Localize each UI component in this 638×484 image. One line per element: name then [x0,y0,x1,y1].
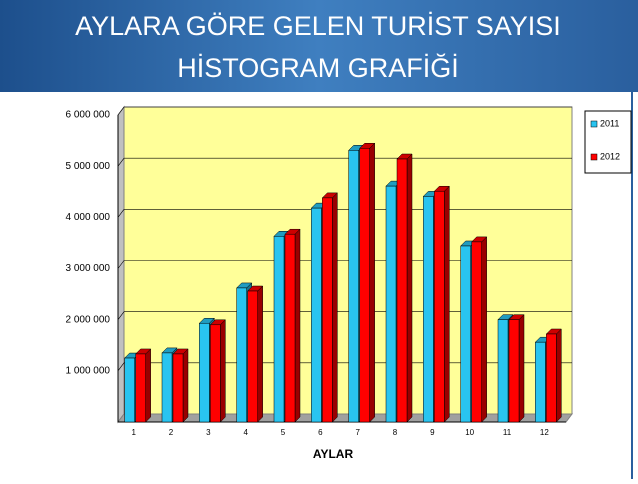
legend-swatch [590,120,598,128]
x-tick-label: 11 [503,428,512,437]
bar [236,287,247,423]
bar [434,190,445,423]
grid-line [117,209,125,218]
bar [199,322,210,423]
grid-line [117,157,125,167]
x-tick-label: 10 [465,428,474,437]
bar [508,319,520,423]
grid-line [117,260,125,269]
x-tick-label: 3 [206,428,211,437]
bar [423,196,434,423]
bar [247,290,258,423]
bar [135,353,146,423]
bar-side [257,285,263,423]
legend-swatch [590,153,598,161]
bar [396,158,408,423]
bar-side [481,236,487,423]
x-tick-label: 2 [169,428,174,437]
y-tick-label: 3 000 000 [66,263,111,274]
bar [535,341,546,423]
grid-line [117,362,125,372]
bar [348,150,359,423]
bar-side [294,228,301,423]
bar [210,324,221,423]
x-tick-label: 6 [318,428,323,437]
y-tick-label: 6 000 000 [66,110,111,121]
grid-line [117,106,125,116]
bar [124,357,135,423]
bar [161,352,173,423]
x-tick-label: 1 [131,428,136,437]
bar [385,185,397,423]
bar [471,241,482,423]
x-tick-label: 7 [355,428,360,437]
y-tick-label: 1 000 000 [66,365,111,376]
title-banner [0,0,638,92]
x-tick-label: 8 [393,428,398,437]
x-tick-label: 12 [540,428,549,437]
x-tick-label: 9 [430,428,435,437]
x-axis-label: AYLAR [313,447,354,461]
bar [273,236,285,423]
bar-side [182,348,189,423]
y-tick-label: 2 000 000 [66,314,111,325]
bar [497,319,509,423]
x-tick-label: 4 [243,428,248,437]
bar-side [220,319,226,423]
bar [359,148,370,423]
chart-title: AYLARA GÖRE GELEN TURİST SAYISI [75,10,561,41]
bar-side [518,314,525,423]
y-tick-label: 4 000 000 [66,212,111,223]
grid-line [117,311,125,320]
bar [284,233,296,423]
bar [311,207,322,423]
chart-title: HİSTOGRAM GRAFİĞİ [177,52,459,83]
bar-side [406,153,413,423]
legend-label: 2011 [600,118,619,128]
bar [460,245,471,423]
bar [172,353,184,423]
x-tick-label: 5 [281,428,286,437]
bar-side [369,142,375,423]
legend-label: 2012 [600,151,620,161]
bar-side [332,192,338,423]
bar-side [145,348,151,423]
y-tick-label: 5 000 000 [66,161,111,172]
bar [546,333,557,423]
bar-side [444,185,450,423]
bar-side [556,328,562,423]
bar [322,197,333,423]
